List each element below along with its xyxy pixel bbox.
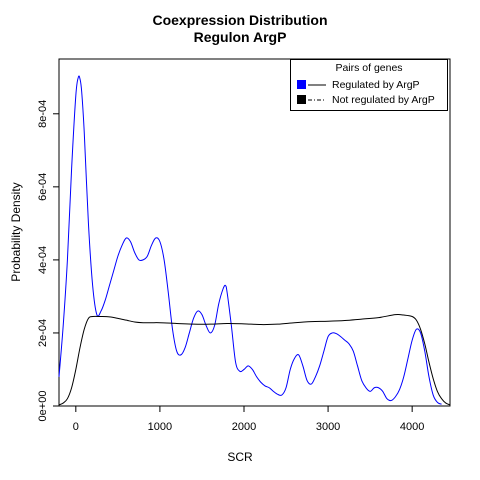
y-tick-label: 6e-04 xyxy=(37,173,49,201)
legend-swatch-blue xyxy=(297,80,306,89)
legend-line-dashdot xyxy=(308,99,326,100)
legend-label-regulated: Regulated by ArgP xyxy=(332,78,420,91)
legend-line-solid xyxy=(308,84,326,85)
y-tick-label: 2e-04 xyxy=(37,319,49,347)
plot-area-frame xyxy=(58,58,451,407)
x-axis: 0 1000 2000 3000 4000 xyxy=(73,406,424,433)
y-axis-label: Probability Density xyxy=(9,182,23,282)
legend-item-regulated: Regulated by ArgP xyxy=(297,78,420,91)
series-line-not-regulated xyxy=(58,314,451,406)
x-tick-label: 1000 xyxy=(148,421,172,433)
chart-title: Coexpression Distribution xyxy=(152,12,328,28)
x-tick-label: 0 xyxy=(73,421,79,433)
chart-subtitle: Regulon ArgP xyxy=(193,29,287,45)
series-layer xyxy=(58,75,451,406)
series-line-regulated xyxy=(58,75,442,405)
legend-title: Pairs of genes xyxy=(335,62,403,74)
legend-item-not-regulated: Not regulated by ArgP xyxy=(297,93,435,106)
x-tick-label: 4000 xyxy=(400,421,424,433)
y-tick-label: 4e-04 xyxy=(37,246,49,274)
x-axis-label: SCR xyxy=(227,450,253,464)
x-tick-label: 3000 xyxy=(316,421,340,433)
x-tick-label: 2000 xyxy=(232,421,256,433)
y-axis: 0e+00 2e-04 4e-04 6e-04 8e-04 xyxy=(37,100,59,422)
y-tick-label: 0e+00 xyxy=(37,391,49,422)
legend-label-not-regulated: Not regulated by ArgP xyxy=(332,93,435,106)
legend-swatch-black xyxy=(297,95,306,104)
legend: Pairs of genes Regulated by ArgP Not reg… xyxy=(290,59,448,111)
y-tick-label: 8e-04 xyxy=(37,100,49,128)
